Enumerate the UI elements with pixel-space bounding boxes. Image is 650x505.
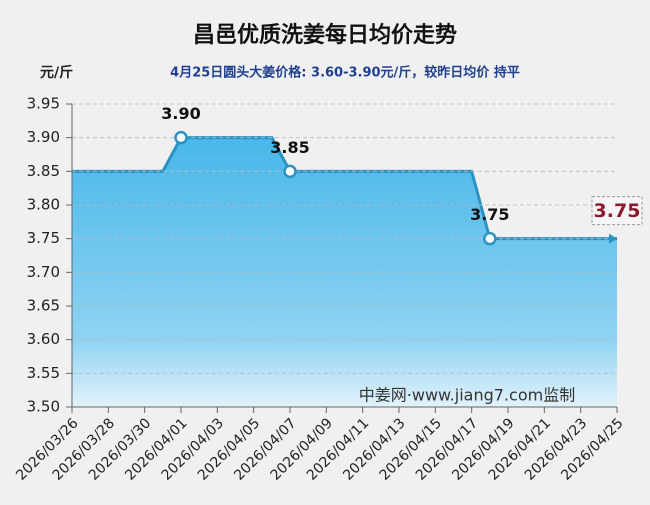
y-tick-label: 3.95 xyxy=(27,95,60,113)
y-axis-label: 元/斤 xyxy=(40,64,73,81)
y-tick-label: 3.90 xyxy=(27,128,60,146)
y-tick-label: 3.60 xyxy=(27,330,60,348)
chart-title: 昌邑优质洗姜每日均价走势 xyxy=(193,22,457,48)
line-arrow xyxy=(609,233,617,244)
value-label: 3.90 xyxy=(161,104,200,123)
line xyxy=(72,136,617,241)
y-tick-label: 3.80 xyxy=(27,196,60,214)
value-label: 3.75 xyxy=(470,205,509,224)
point-marker xyxy=(283,164,297,179)
point-marker xyxy=(174,130,188,145)
y-tick-label: 3.65 xyxy=(27,297,60,315)
watermark: 中姜网·www.jiang7.com监制 xyxy=(359,386,575,405)
y-tick-label: 3.85 xyxy=(27,162,60,180)
last-value-box xyxy=(591,196,643,226)
y-tick-label: 3.55 xyxy=(27,364,60,382)
y-tick-label: 3.70 xyxy=(27,263,60,281)
y-tick-label: 3.75 xyxy=(27,229,60,247)
y-tick-label: 3.50 xyxy=(27,398,60,416)
subtitle: 4月25日圆头大姜价格: 3.60-3.90元/斤，较昨日均价 持平 xyxy=(170,65,520,81)
value-label: 3.75 xyxy=(594,200,641,222)
point-marker xyxy=(483,231,497,246)
value-label: 3.85 xyxy=(270,138,309,157)
